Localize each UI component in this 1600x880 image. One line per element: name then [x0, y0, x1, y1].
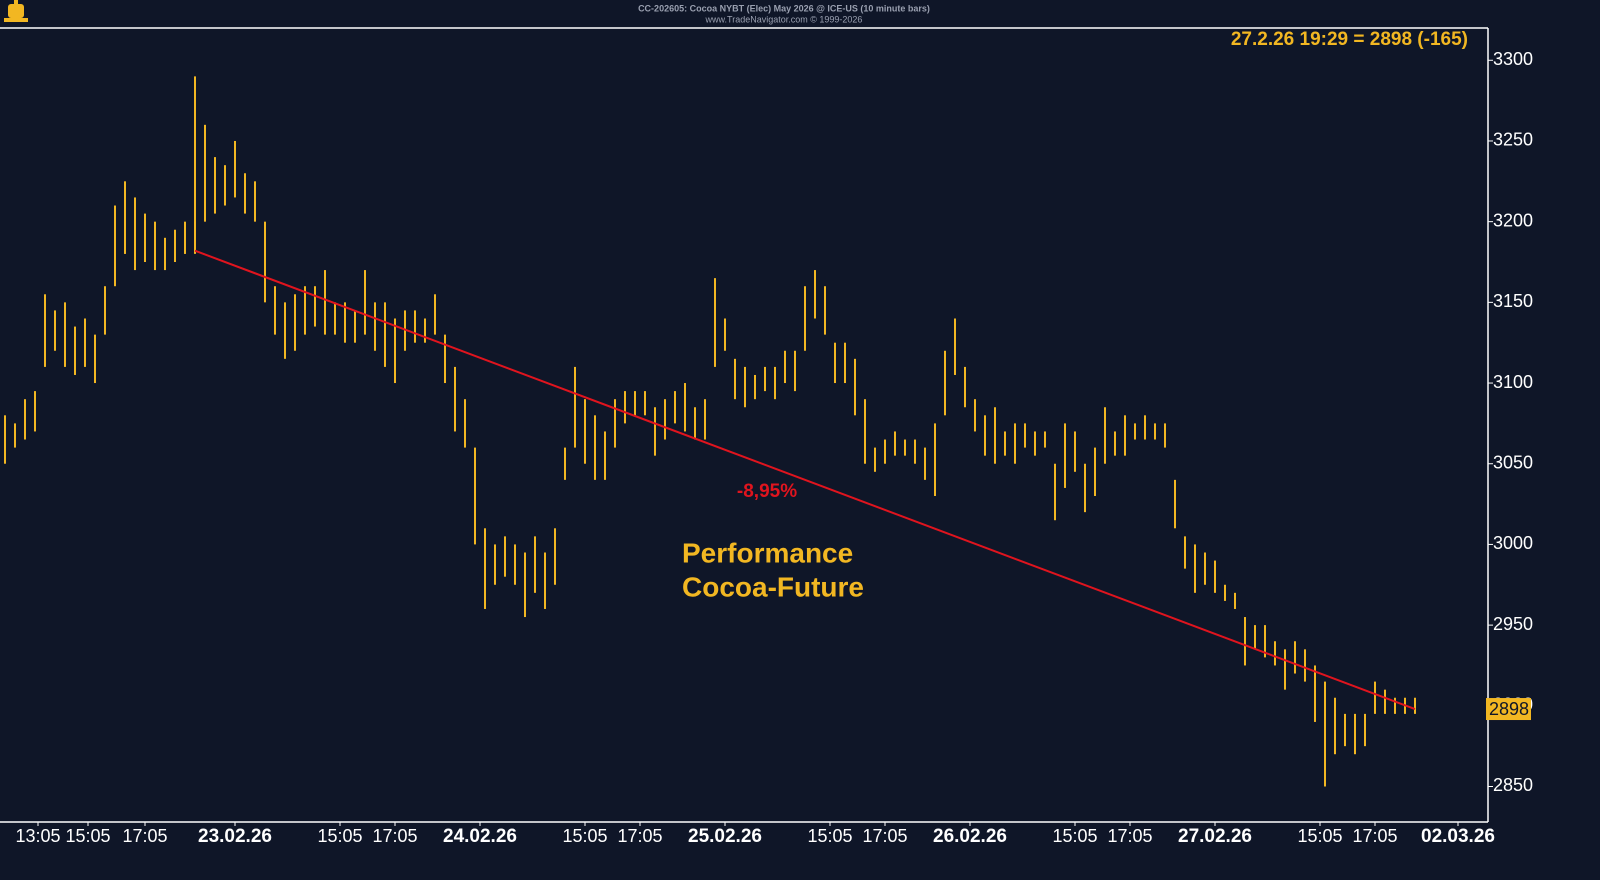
y-tick-label: 3000 — [1493, 533, 1533, 553]
quote-info: 27.2.26 19:29 = 2898 (-165) — [1231, 29, 1468, 50]
x-tick-label: 15:05 — [1052, 826, 1097, 846]
y-tick-label: 3250 — [1493, 130, 1533, 150]
chart-title: CC-202605: Cocoa NYBT (Elec) May 2026 @ … — [638, 3, 930, 13]
last-price-label: 2898 — [1489, 699, 1529, 719]
x-tick-label: 17:05 — [122, 826, 167, 846]
trend-line — [194, 249, 1416, 710]
last-price-box — [1486, 698, 1531, 721]
x-tick-label: 17:05 — [862, 826, 907, 846]
y-tick-label: 2850 — [1493, 775, 1533, 795]
x-tick-label: 17:05 — [1107, 826, 1152, 846]
x-tick-label: 24.02.26 — [443, 826, 517, 847]
annotation: Performance — [682, 537, 853, 568]
x-tick-label: 02.03.26 — [1421, 826, 1495, 847]
x-tick-label: 27.02.26 — [1178, 826, 1252, 847]
x-tick-label: 17:05 — [372, 826, 417, 846]
annotation: Cocoa-Future — [682, 571, 864, 602]
chart-subtitle: www.TradeNavigator.com © 1999-2026 — [705, 14, 863, 24]
x-tick-label: 17:05 — [1352, 826, 1397, 846]
x-tick-label: 15:05 — [562, 826, 607, 846]
y-tick-label: 3300 — [1493, 49, 1533, 69]
x-tick-label: 26.02.26 — [933, 826, 1007, 847]
x-tick-label: 15:05 — [1297, 826, 1342, 846]
x-tick-label: 15:05 — [65, 826, 110, 846]
x-tick-label: 25.02.26 — [688, 826, 762, 847]
x-tick-label: 15:05 — [317, 826, 362, 846]
y-tick-label: 2950 — [1493, 614, 1533, 634]
y-tick-label: 3200 — [1493, 210, 1533, 230]
y-tick-label: 3150 — [1493, 291, 1533, 311]
x-tick-label: 15:05 — [807, 826, 852, 846]
y-tick-label: 3050 — [1493, 452, 1533, 472]
x-tick-label: 17:05 — [617, 826, 662, 846]
trend-label: -8,95% — [737, 481, 797, 502]
logo — [4, 0, 28, 22]
y-tick-label: 3100 — [1493, 372, 1533, 392]
x-tick-label: 13:05 — [15, 826, 60, 846]
x-tick-label: 23.02.26 — [198, 826, 272, 847]
